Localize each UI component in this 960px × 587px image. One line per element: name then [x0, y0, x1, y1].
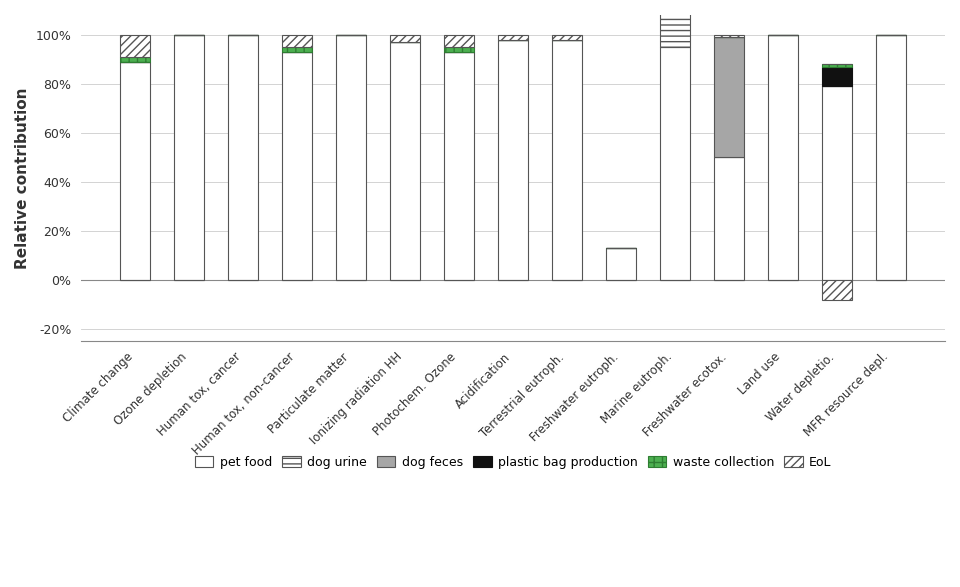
- Bar: [120, 35, 150, 57]
- Bar: [120, 57, 150, 62]
- Bar: [282, 47, 312, 52]
- Bar: [714, 37, 744, 157]
- Bar: [552, 35, 582, 39]
- Bar: [768, 35, 798, 280]
- Bar: [120, 62, 150, 280]
- Bar: [660, 0, 690, 47]
- Bar: [444, 35, 474, 47]
- Bar: [822, 280, 852, 300]
- Bar: [444, 52, 474, 280]
- Bar: [822, 66, 852, 86]
- Bar: [444, 47, 474, 52]
- Bar: [282, 35, 312, 47]
- Bar: [552, 39, 582, 280]
- Bar: [391, 35, 420, 42]
- Bar: [498, 35, 528, 39]
- Bar: [498, 39, 528, 280]
- Bar: [282, 52, 312, 280]
- Bar: [822, 64, 852, 66]
- Bar: [714, 35, 744, 37]
- Y-axis label: Relative contribution: Relative contribution: [15, 87, 30, 269]
- Bar: [391, 42, 420, 280]
- Bar: [822, 86, 852, 280]
- Bar: [336, 35, 366, 280]
- Bar: [606, 248, 636, 280]
- Bar: [714, 157, 744, 280]
- Legend: pet food, dog urine, dog feces, plastic bag production, waste collection, EoL: pet food, dog urine, dog feces, plastic …: [191, 452, 835, 473]
- Bar: [876, 35, 905, 280]
- Bar: [660, 47, 690, 280]
- Bar: [175, 35, 204, 280]
- Bar: [228, 35, 258, 280]
